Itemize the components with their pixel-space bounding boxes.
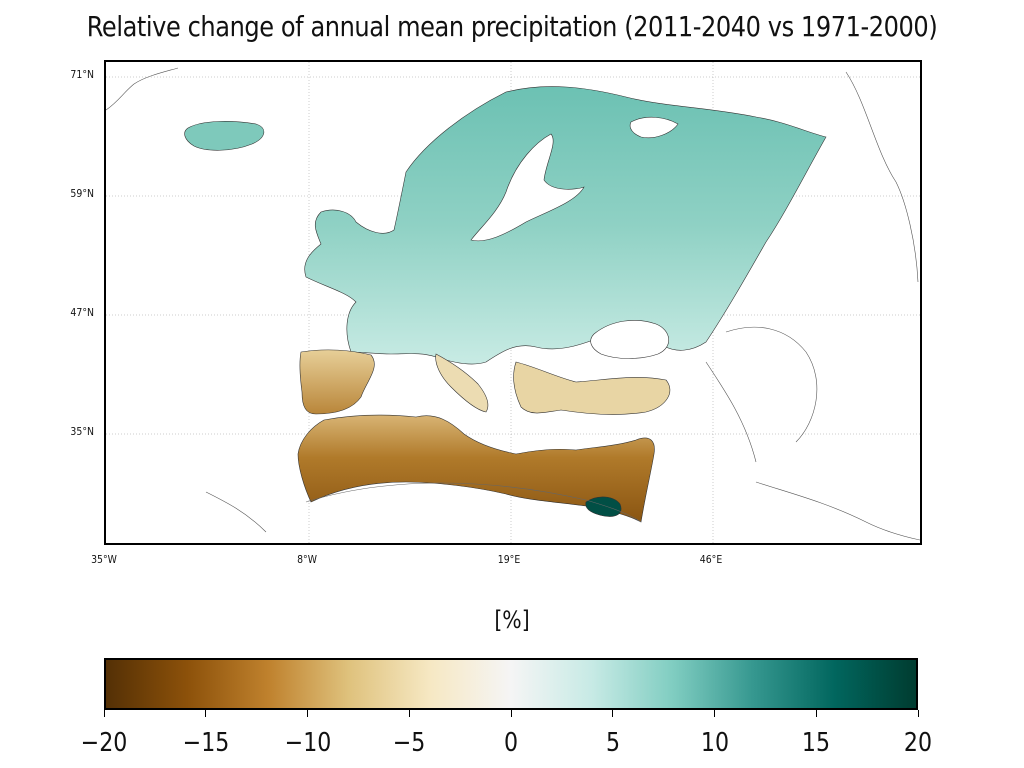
lon-label-35w: 35°W [91,553,117,566]
lat-label-35: 35°N [70,425,94,438]
colorbar-tick-label: 0 [503,728,519,758]
colorbar-tick-label: 5 [605,728,620,758]
lat-label-47: 47°N [70,306,94,319]
iceland-region [184,121,265,151]
greece-turkey-region [513,361,671,415]
domain-boundary [305,482,642,523]
colorbar [104,658,918,710]
colorbar-tick-mark [612,710,614,717]
colorbar-tick-mark [917,710,919,717]
white-sea [629,116,679,139]
lon-label-8w: 8°W [297,553,317,566]
balkans-region [435,353,489,413]
colorbar-tick-label: 15 [802,728,831,758]
lat-label-59: 59°N [70,187,94,200]
colorbar-tick-mark [714,710,715,717]
colorbar-tick-label: −20 [80,728,128,758]
baltic-sea [470,133,585,242]
coastlines-outside [106,67,920,541]
map-panel [104,60,922,545]
colorbar-tick-mark [815,710,817,717]
colorbar-label: [%] [494,606,530,634]
colorbar-tick-mark [510,710,512,717]
colorbar-tick-label: 20 [903,728,933,758]
colorbar-tick-label: −10 [284,728,331,758]
colorbar-tick-label: −5 [392,728,426,758]
colorbar-tick-mark [408,710,410,717]
lon-label-46e: 46°E [699,553,723,566]
nile-delta-region [585,496,622,517]
black-sea [590,320,669,359]
colorbar-tick-mark [307,710,308,717]
lon-label-19e: 19°E [497,553,521,566]
colorbar-tick-mark [205,710,207,717]
colorbar-tick-mark [103,710,105,717]
colorbar-tick-label: 10 [700,728,729,758]
colorbar-tick-label: −15 [182,728,230,758]
europe-wet-region [304,86,827,365]
map-title: Relative change of annual mean precipita… [86,10,938,43]
iberia-region [299,349,375,415]
precipitation-map [106,62,920,543]
lat-label-71: 71°N [70,68,94,81]
